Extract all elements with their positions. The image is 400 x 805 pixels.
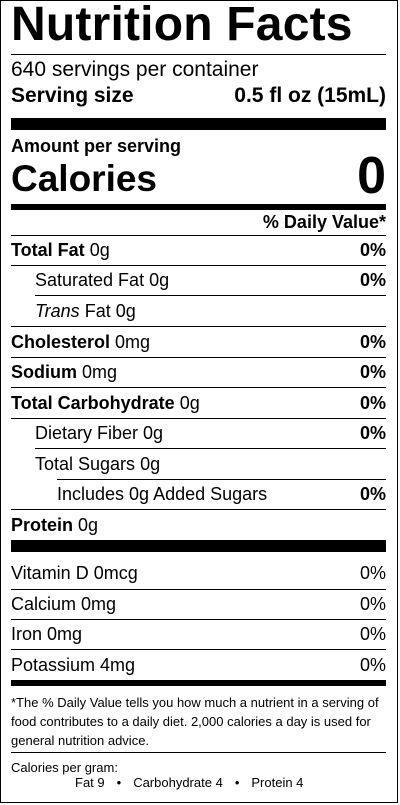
divider [35,448,386,449]
calories-per-gram-label: Calories per gram: [11,760,118,775]
divider [11,649,386,650]
divider [11,265,386,266]
thick-divider [11,540,386,552]
nutrient-row-total-sugars: Total Sugars 0g [35,454,161,474]
daily-value-header: % Daily Value* [262,212,386,232]
nutrient-row-saturated-fat: Saturated Fat 0g [35,270,170,290]
vitamin-row-vitamin-d: Vitamin D 0mcg [11,563,138,583]
nutrient-dv-dietary-fiber: 0% [359,423,386,443]
vitamin-dv-iron: 0% [359,624,386,644]
vitamin-row-potassium: Potassium 4mg [11,655,136,675]
vitamin-dv-calcium: 0% [359,594,386,614]
label-title: Nutrition Facts [11,0,353,51]
calories-per-gram-values: Fat 9 • Carbohydrate 4 • Protein 4 [75,775,303,791]
divider [11,619,386,620]
cpg-separator: • [116,775,122,790]
cpg-protein: Protein 4 [251,775,304,790]
cpg-fat: Fat 9 [75,775,105,790]
divider [11,387,386,388]
divider [11,54,386,55]
divider [11,418,386,419]
nutrient-row-added-sugars: Includes 0g Added Sugars [57,484,268,504]
nutrient-row-dietary-fiber: Dietary Fiber 0g [35,423,164,443]
amount-per-serving: Amount per serving [11,136,182,156]
serving-size-value: 0.5 fl oz (15mL) [234,84,386,107]
divider [11,357,386,358]
nutrient-dv-total-carbohydrate: 0% [359,393,386,413]
nutrient-dv-saturated-fat: 0% [359,270,386,290]
nutrient-row-sodium: Sodium 0mg [11,362,118,382]
medium-divider [11,680,386,686]
vitamin-dv-potassium: 0% [359,655,386,675]
divider [11,509,386,510]
nutrient-row-total-fat: Total Fat 0g [11,240,110,260]
calories-label: Calories [11,158,158,199]
vitamin-row-iron: Iron 0mg [11,624,83,644]
divider [11,235,386,236]
vitamin-row-calcium: Calcium 0mg [11,594,117,614]
nutrient-dv-sodium: 0% [359,362,386,382]
divider [11,326,386,327]
divider [11,589,386,590]
cpg-separator: • [234,775,240,790]
divider [57,479,386,480]
cpg-carbohydrate: Carbohydrate 4 [133,775,223,790]
nutrient-row-protein: Protein 0g [11,515,99,535]
thick-divider [11,118,386,130]
servings-per-container: 640 servings per container [11,58,259,81]
vitamin-dv-vitamin-d: 0% [359,563,386,583]
divider [35,295,386,296]
nutrient-dv-total-fat: 0% [359,240,386,260]
calories-value: 0 [357,147,386,205]
footnote: *The % Daily Value tells you how much a … [11,695,379,748]
divider [11,752,386,753]
serving-size-label: Serving size [11,84,134,107]
medium-divider [11,204,386,210]
nutrient-row-trans-fat: Trans Fat 0g [35,301,136,321]
nutrient-row-total-carbohydrate: Total Carbohydrate 0g [11,393,200,413]
nutrient-dv-added-sugars: 0% [359,484,386,504]
nutrient-dv-cholesterol: 0% [359,332,386,352]
nutrient-row-cholesterol: Cholesterol 0mg [11,332,151,352]
